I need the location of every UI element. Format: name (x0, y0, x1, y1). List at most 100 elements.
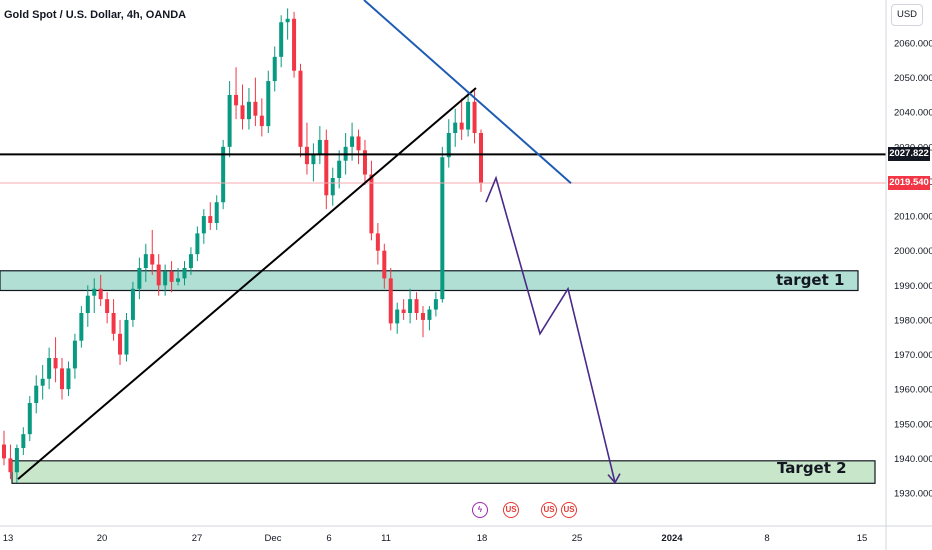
time-tick-label: 25 (572, 533, 583, 544)
candle-body (337, 160, 342, 178)
candle-body (163, 271, 168, 286)
price-axis[interactable]: 2060.0002050.0002040.0002030.0002020.000… (885, 0, 932, 550)
candle-body (420, 313, 425, 320)
price-tick-label: 1950.000 (894, 419, 932, 430)
candle-body (72, 340, 77, 369)
candle-body (79, 313, 84, 341)
candle-body (105, 299, 110, 313)
price-tick-label: 2050.000 (894, 73, 932, 84)
candle-body (60, 368, 65, 390)
candle-body (227, 94, 232, 147)
time-tick-label: 13 (3, 533, 14, 544)
candle-body (414, 299, 419, 313)
candle-body (208, 216, 213, 223)
time-tick-label: 11 (381, 533, 391, 544)
candle-body (292, 18, 297, 71)
candle-body (150, 254, 155, 265)
candle-body (169, 271, 174, 282)
candle-body (356, 136, 361, 151)
candle-body (21, 434, 26, 448)
candle-body (221, 146, 226, 203)
drawings (0, 0, 886, 484)
candle-body (130, 288, 135, 320)
candle-body (304, 146, 309, 165)
currency-button[interactable]: USD (891, 4, 923, 26)
candle-body (382, 250, 387, 279)
price-tick-label: 1990.000 (894, 281, 932, 292)
candle-body (92, 288, 97, 296)
price-tick-label: 2010.000 (894, 212, 932, 223)
target-zones (0, 270, 876, 484)
time-axis[interactable]: 13 20 27 Dec 6 11 18 25 2024 8 15 (0, 525, 932, 544)
candle-body (311, 153, 316, 165)
candle-body (401, 309, 406, 313)
candle-body (85, 295, 90, 313)
candle-body (234, 94, 239, 106)
candle-body (427, 309, 432, 320)
candle-body (27, 403, 32, 435)
target-2-label: Target 2 (777, 459, 847, 478)
candle-body (143, 254, 148, 268)
candle-body (14, 448, 19, 473)
price-tick-label: 2060.000 (894, 39, 932, 50)
candle-body (259, 115, 264, 127)
candle-body (388, 278, 393, 324)
time-tick-label: 27 (192, 533, 203, 544)
price-tick-label: 2040.000 (894, 108, 932, 119)
candle-body (375, 233, 380, 251)
candle-body (272, 56, 277, 82)
price-tick-label: 1960.000 (894, 385, 932, 396)
candle-body (330, 178, 335, 196)
lightning-icon[interactable]: ϟ (472, 502, 488, 518)
candle-body (395, 309, 400, 324)
time-tick-label: 18 (477, 533, 488, 544)
candle-body (369, 174, 374, 234)
candle-body (317, 139, 322, 154)
candle-body (459, 122, 464, 130)
candle-body (188, 254, 193, 268)
chart-title: Gold Spot / U.S. Dollar, 4h, OANDA (4, 9, 187, 21)
candle-body (8, 458, 13, 473)
candle-body (298, 70, 303, 147)
time-tick-label: 15 (857, 533, 868, 544)
time-tick-label: 2024 (661, 533, 683, 544)
us-flag-icon[interactable]: US (541, 502, 557, 518)
candle-body (176, 278, 181, 282)
us-flag-icon[interactable]: US (503, 502, 519, 518)
candle-body (240, 105, 245, 120)
target-zone-2 (11, 460, 876, 484)
candle-body (118, 333, 123, 355)
price-tick-label: 2000.000 (894, 246, 932, 257)
candle-body (453, 122, 458, 133)
candle-body (324, 139, 329, 196)
candle-body (214, 202, 219, 223)
candle-body (182, 268, 187, 279)
horizontal-line-price-tag: 2027.822 (888, 147, 930, 162)
price-tick-label: 1940.000 (894, 454, 932, 465)
last-price-tag: 2019.540 (888, 176, 930, 191)
target-1-label: target 1 (776, 271, 845, 290)
candle-body (156, 264, 161, 286)
candle-body (201, 216, 206, 234)
candles (2, 8, 483, 483)
candle-body (440, 157, 445, 300)
candle-body (2, 444, 6, 459)
candle-body (479, 133, 483, 184)
time-tick-label: 6 (326, 533, 331, 544)
projection-path (485, 175, 616, 483)
candle-body (466, 101, 471, 130)
candle-body (34, 385, 39, 403)
candle-body (362, 150, 367, 175)
candle-body (433, 299, 438, 310)
us-flag-icon[interactable]: US (561, 502, 577, 518)
price-tick-label: 1980.000 (894, 315, 932, 326)
price-tick-label: 1970.000 (894, 350, 932, 361)
target-zone-1 (0, 270, 859, 292)
candle-body (408, 299, 413, 313)
candle-body (472, 101, 477, 133)
descending-trendline (363, 0, 572, 184)
candle-body (98, 288, 103, 300)
candle-body (350, 136, 355, 147)
candle-body (40, 378, 45, 386)
candle-body (253, 101, 258, 116)
